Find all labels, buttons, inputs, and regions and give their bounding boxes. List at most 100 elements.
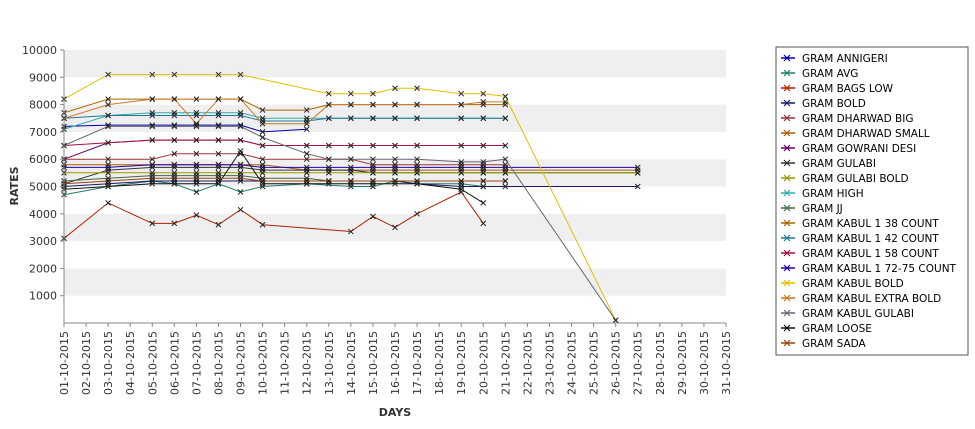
data-point	[303, 107, 310, 113]
data-point	[502, 156, 509, 163]
series-17	[61, 96, 509, 127]
legend-item: GRAM KABUL 1 72-75 COUNT	[781, 263, 957, 275]
legend-item: GRAM LOOSE	[781, 323, 872, 335]
data-point	[149, 112, 156, 119]
data-point	[414, 142, 420, 149]
data-point	[303, 126, 310, 133]
legend-item: GRAM GOWRANI DESI	[781, 143, 916, 155]
legend-label: GRAM GULABI BOLD	[802, 173, 909, 185]
y-tick-label: 10000	[22, 44, 57, 57]
legend-item: GRAM ANNIGERI	[781, 53, 888, 65]
legend-label: GRAM KABUL EXTRA BOLD	[802, 293, 941, 305]
data-point	[480, 183, 487, 190]
series-15	[61, 161, 641, 171]
legend-swatch-marker	[783, 159, 791, 167]
data-point	[215, 161, 222, 168]
legend-item: GRAM GULABI BOLD	[781, 173, 909, 185]
legend-swatch-marker	[783, 219, 791, 227]
data-point	[193, 161, 200, 168]
data-point	[171, 123, 178, 130]
data-point	[370, 90, 376, 97]
x-tick-label: 26-10-2015	[610, 331, 623, 395]
legend-swatch-marker	[783, 114, 791, 122]
data-point	[149, 180, 156, 187]
series-18	[61, 123, 619, 324]
data-point	[458, 169, 465, 176]
data-point	[502, 183, 509, 190]
data-point	[502, 142, 509, 149]
data-point	[348, 156, 354, 163]
legend-swatch-marker	[783, 279, 791, 287]
data-point	[259, 107, 266, 113]
data-point	[215, 137, 222, 143]
data-point	[370, 164, 376, 171]
data-point	[105, 123, 111, 130]
x-tick-label: 18-10-2015	[433, 331, 446, 395]
x-tick-label: 30-10-2015	[698, 331, 711, 395]
x-tick-label: 08-10-2015	[212, 331, 225, 395]
legend-label: GRAM JJ	[802, 203, 843, 215]
x-tick-label: 03-10-2015	[102, 331, 115, 395]
x-tick-label: 13-10-2015	[323, 331, 336, 395]
data-point	[348, 164, 354, 171]
y-tick-label: 8000	[29, 99, 57, 112]
data-point	[303, 142, 310, 149]
data-point	[414, 169, 420, 176]
legend-swatch-marker	[783, 129, 791, 137]
data-point	[325, 115, 332, 122]
data-point	[634, 169, 641, 176]
data-point	[348, 142, 354, 149]
y-axis-title: RATES	[8, 166, 21, 205]
data-point	[193, 96, 200, 102]
data-point	[105, 71, 111, 78]
data-point	[480, 142, 487, 149]
legend-label: GRAM KABUL 1 72-75 COUNT	[802, 263, 957, 275]
series-13	[61, 112, 509, 124]
x-tick-label: 15-10-2015	[367, 331, 380, 395]
series-14	[61, 137, 509, 149]
legend-item: GRAM KABUL 1 38 COUNT	[781, 218, 939, 230]
legend-swatch-marker	[783, 249, 791, 257]
data-point	[414, 101, 420, 108]
legend-label: GRAM ANNIGERI	[802, 53, 888, 65]
y-tick-label: 4000	[29, 208, 57, 221]
data-point	[105, 156, 111, 163]
data-point	[149, 156, 156, 163]
data-point	[105, 183, 111, 190]
data-point	[237, 123, 244, 130]
legend-item: GRAM SADA	[781, 338, 867, 350]
x-tick-label: 02-10-2015	[80, 331, 93, 395]
data-point	[105, 200, 111, 206]
legend-swatch-marker	[783, 294, 791, 302]
series-20	[61, 175, 509, 187]
data-point	[259, 156, 266, 163]
data-point	[259, 169, 266, 176]
data-point	[171, 112, 178, 119]
x-tick-label: 16-10-2015	[389, 331, 402, 395]
legend-item: GRAM DHARWAD SMALL	[781, 128, 930, 140]
legend-label: GRAM DHARWAD SMALL	[802, 128, 930, 140]
legend-swatch-marker	[783, 54, 791, 62]
data-point	[370, 142, 376, 149]
data-point	[149, 175, 156, 182]
data-point	[303, 156, 310, 163]
data-point	[348, 115, 354, 122]
data-point	[370, 178, 376, 184]
data-point	[105, 178, 111, 184]
x-tick-label: 20-10-2015	[477, 331, 490, 395]
x-tick-label: 14-10-2015	[345, 331, 358, 395]
data-point	[392, 115, 398, 122]
x-tick-label: 31-10-2015	[720, 331, 733, 395]
data-point	[105, 169, 111, 176]
grid-band	[64, 50, 726, 78]
legend-swatch-marker	[783, 174, 791, 182]
data-point	[414, 156, 420, 163]
data-point	[303, 150, 310, 157]
legend: GRAM ANNIGERI GRAM AVG GRAM BAGS LOW GRAM B…	[775, 46, 969, 356]
data-point	[370, 156, 376, 163]
data-point	[392, 85, 398, 92]
legend-label: GRAM KABUL 1 38 COUNT	[802, 218, 939, 230]
x-tick-label: 23-10-2015	[543, 331, 556, 395]
data-point	[303, 169, 310, 176]
